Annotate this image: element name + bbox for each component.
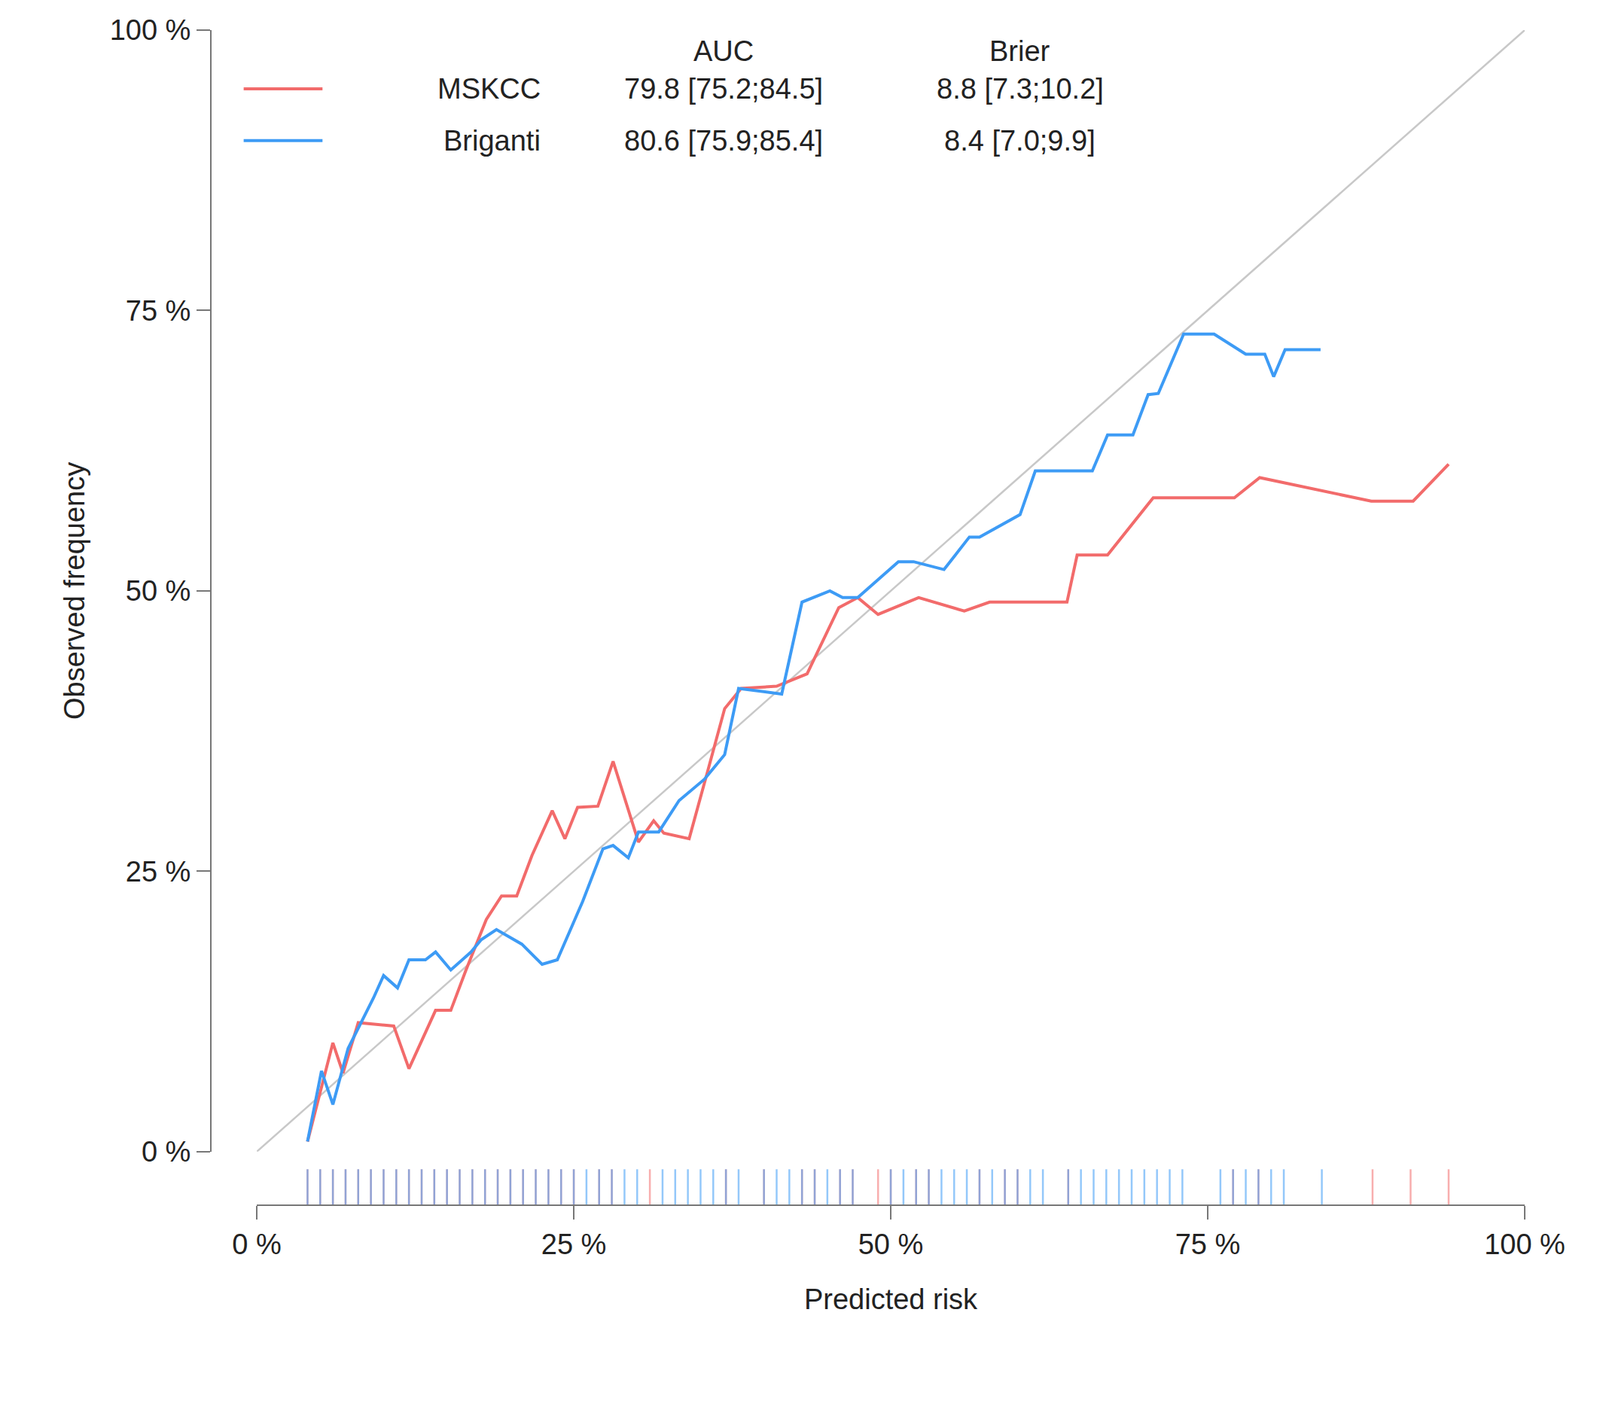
svg-text:80.6 [75.9;85.4]: 80.6 [75.9;85.4]	[624, 124, 823, 157]
svg-text:50 %: 50 %	[858, 1228, 924, 1261]
svg-text:25 %: 25 %	[125, 856, 192, 888]
svg-text:25 %: 25 %	[541, 1228, 607, 1261]
svg-text:75 %: 75 %	[1175, 1228, 1241, 1261]
svg-text:AUC: AUC	[693, 35, 754, 68]
svg-text:75 %: 75 %	[125, 295, 192, 327]
svg-text:100 %: 100 %	[109, 14, 192, 46]
svg-text:Brier: Brier	[989, 35, 1051, 68]
svg-text:8.8 [7.3;10.2]: 8.8 [7.3;10.2]	[936, 73, 1104, 105]
svg-text:Predicted risk: Predicted risk	[804, 1283, 979, 1316]
svg-text:0 %: 0 %	[141, 1136, 191, 1168]
svg-text:100 %: 100 %	[1484, 1228, 1566, 1261]
svg-text:50 %: 50 %	[125, 575, 192, 607]
svg-text:Briganti: Briganti	[443, 124, 541, 157]
svg-text:8.4 [7.0;9.9]: 8.4 [7.0;9.9]	[944, 124, 1096, 157]
svg-text:Observed frequency: Observed frequency	[58, 462, 91, 720]
svg-text:0 %: 0 %	[231, 1228, 281, 1261]
svg-text:MSKCC: MSKCC	[437, 73, 541, 105]
svg-text:79.8 [75.2;84.5]: 79.8 [75.2;84.5]	[624, 73, 823, 105]
